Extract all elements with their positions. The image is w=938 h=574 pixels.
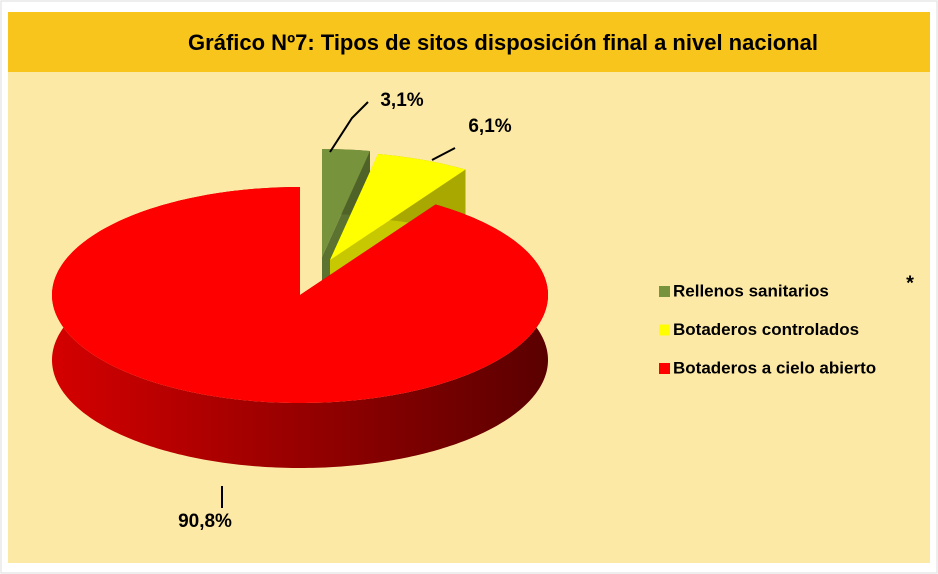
pie: 3,1% 6,1% 90,8% (52, 90, 548, 532)
data-label: 90,8% (178, 511, 232, 532)
data-label: 6,1% (468, 116, 511, 137)
annotation: * (906, 272, 914, 294)
legend-swatch (659, 324, 670, 336)
leader-line (431, 147, 456, 161)
legend-label: Botaderos controlados (673, 320, 859, 339)
title-band (8, 12, 930, 72)
legend: Rellenos sanitarios Botaderos controlados… (659, 272, 914, 377)
slice (52, 187, 548, 403)
legend-swatch (659, 363, 670, 374)
slice (330, 154, 466, 260)
leader-line (329, 101, 369, 153)
slice (322, 149, 371, 257)
legend-label: Botaderos a cielo abierto (673, 358, 876, 377)
legend-label: Rellenos sanitarios (673, 281, 829, 300)
data-label: 3,1% (380, 90, 423, 111)
legend-swatch (659, 286, 670, 297)
chart-title: Gráfico Nº7: Tipos de sitos disposición … (188, 30, 818, 55)
